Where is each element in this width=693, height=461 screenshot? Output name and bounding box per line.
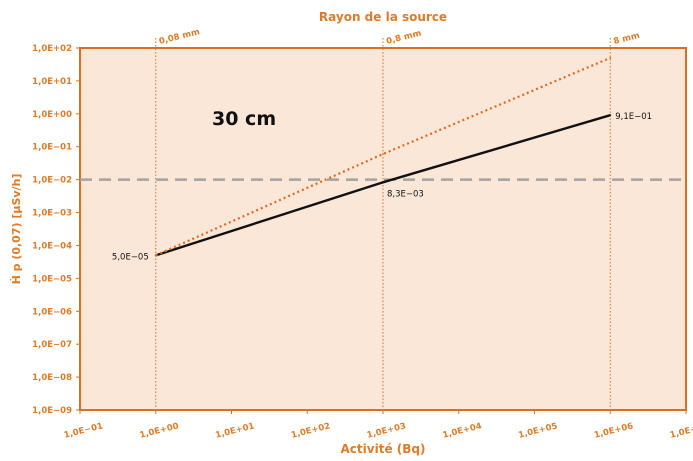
data-point [154, 254, 157, 257]
y-tick-label: 1,0E−03 [32, 209, 72, 219]
top-axis-label: 8 mm [613, 31, 641, 47]
y-tick-label: 1,0E+02 [32, 44, 72, 54]
y-tick-label: 1,0E−07 [32, 340, 72, 350]
x-axis-label: Activité (Bq) [341, 442, 426, 456]
data-point [609, 114, 612, 117]
data-point [609, 57, 612, 59]
distance-annotation: 30 cm [212, 108, 276, 130]
data-point [382, 153, 384, 155]
x-tick-label: 1,0E+03 [366, 421, 407, 440]
x-tick-label: 1,0E+07 [669, 421, 693, 440]
x-tick-label: 1,0E+02 [290, 421, 331, 440]
x-tick-label: 1,0E+06 [593, 421, 634, 440]
y-axis-label: Ḣ p (0,07) [µSv/h] [9, 174, 23, 285]
x-tick-label: 1,0E+01 [214, 421, 255, 440]
y-tick-label: 1,0E+00 [32, 110, 72, 120]
y-tick-label: 1,0E−01 [32, 143, 72, 153]
top-axis-label: 0,8 mm [385, 29, 422, 47]
x-tick-label: 1,0E+00 [139, 421, 180, 440]
y-tick-label: 1,0E+01 [32, 77, 72, 87]
y-tick-label: 1,0E−08 [32, 373, 72, 383]
data-label: 8,3E−03 [387, 189, 424, 199]
x-tick-label: 1,0E+04 [442, 421, 483, 440]
x-tick-label: 1,0E−01 [63, 421, 104, 440]
data-label: 9,1E−01 [615, 112, 652, 122]
y-tick-label: 1,0E−02 [32, 176, 72, 186]
y-tick-label: 1,0E−09 [32, 406, 72, 416]
x-tick-label: 1,0E+05 [517, 421, 558, 440]
y-tick-label: 1,0E−06 [32, 307, 72, 317]
data-point [382, 181, 384, 184]
top-axis-label: 0,08 mm [158, 27, 201, 47]
y-tick-label: 1,0E−04 [32, 241, 72, 251]
y-tick-label: 1,0E−05 [32, 274, 72, 284]
chart-title: Rayon de la source [319, 10, 447, 24]
data-label: 5,0E−05 [112, 252, 149, 262]
